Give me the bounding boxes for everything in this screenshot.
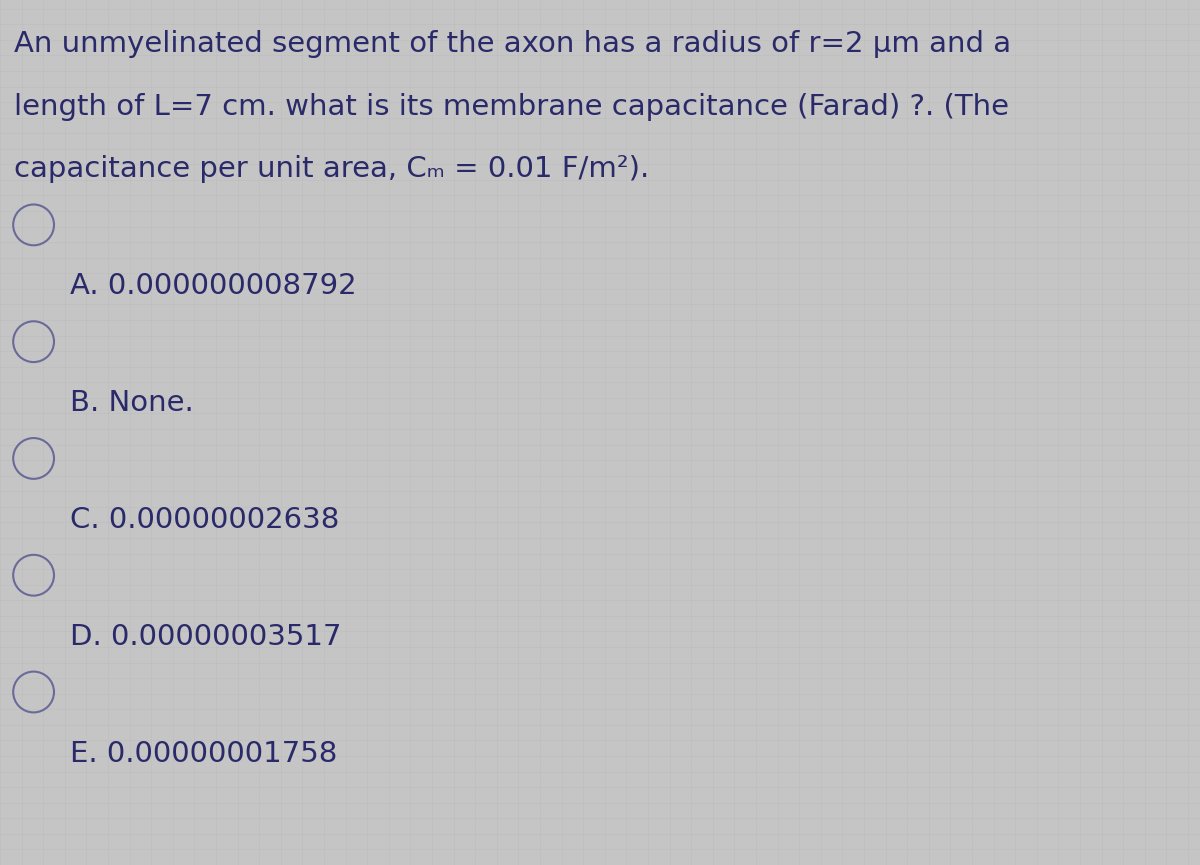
Text: E. 0.00000001758: E. 0.00000001758 xyxy=(70,740,337,767)
Text: capacitance per unit area, Cₘ = 0.01 F/m²).: capacitance per unit area, Cₘ = 0.01 F/m… xyxy=(14,155,649,183)
Text: An unmyelinated segment of the axon has a radius of r=2 μm and a: An unmyelinated segment of the axon has … xyxy=(14,30,1012,58)
Text: A. 0.000000008792: A. 0.000000008792 xyxy=(70,272,356,300)
Text: length of L=7 cm. what is its membrane capacitance (Farad) ?. (The: length of L=7 cm. what is its membrane c… xyxy=(14,93,1009,120)
Text: C. 0.00000002638: C. 0.00000002638 xyxy=(70,506,338,534)
Text: D. 0.00000003517: D. 0.00000003517 xyxy=(70,623,341,650)
Text: B. None.: B. None. xyxy=(70,389,193,417)
